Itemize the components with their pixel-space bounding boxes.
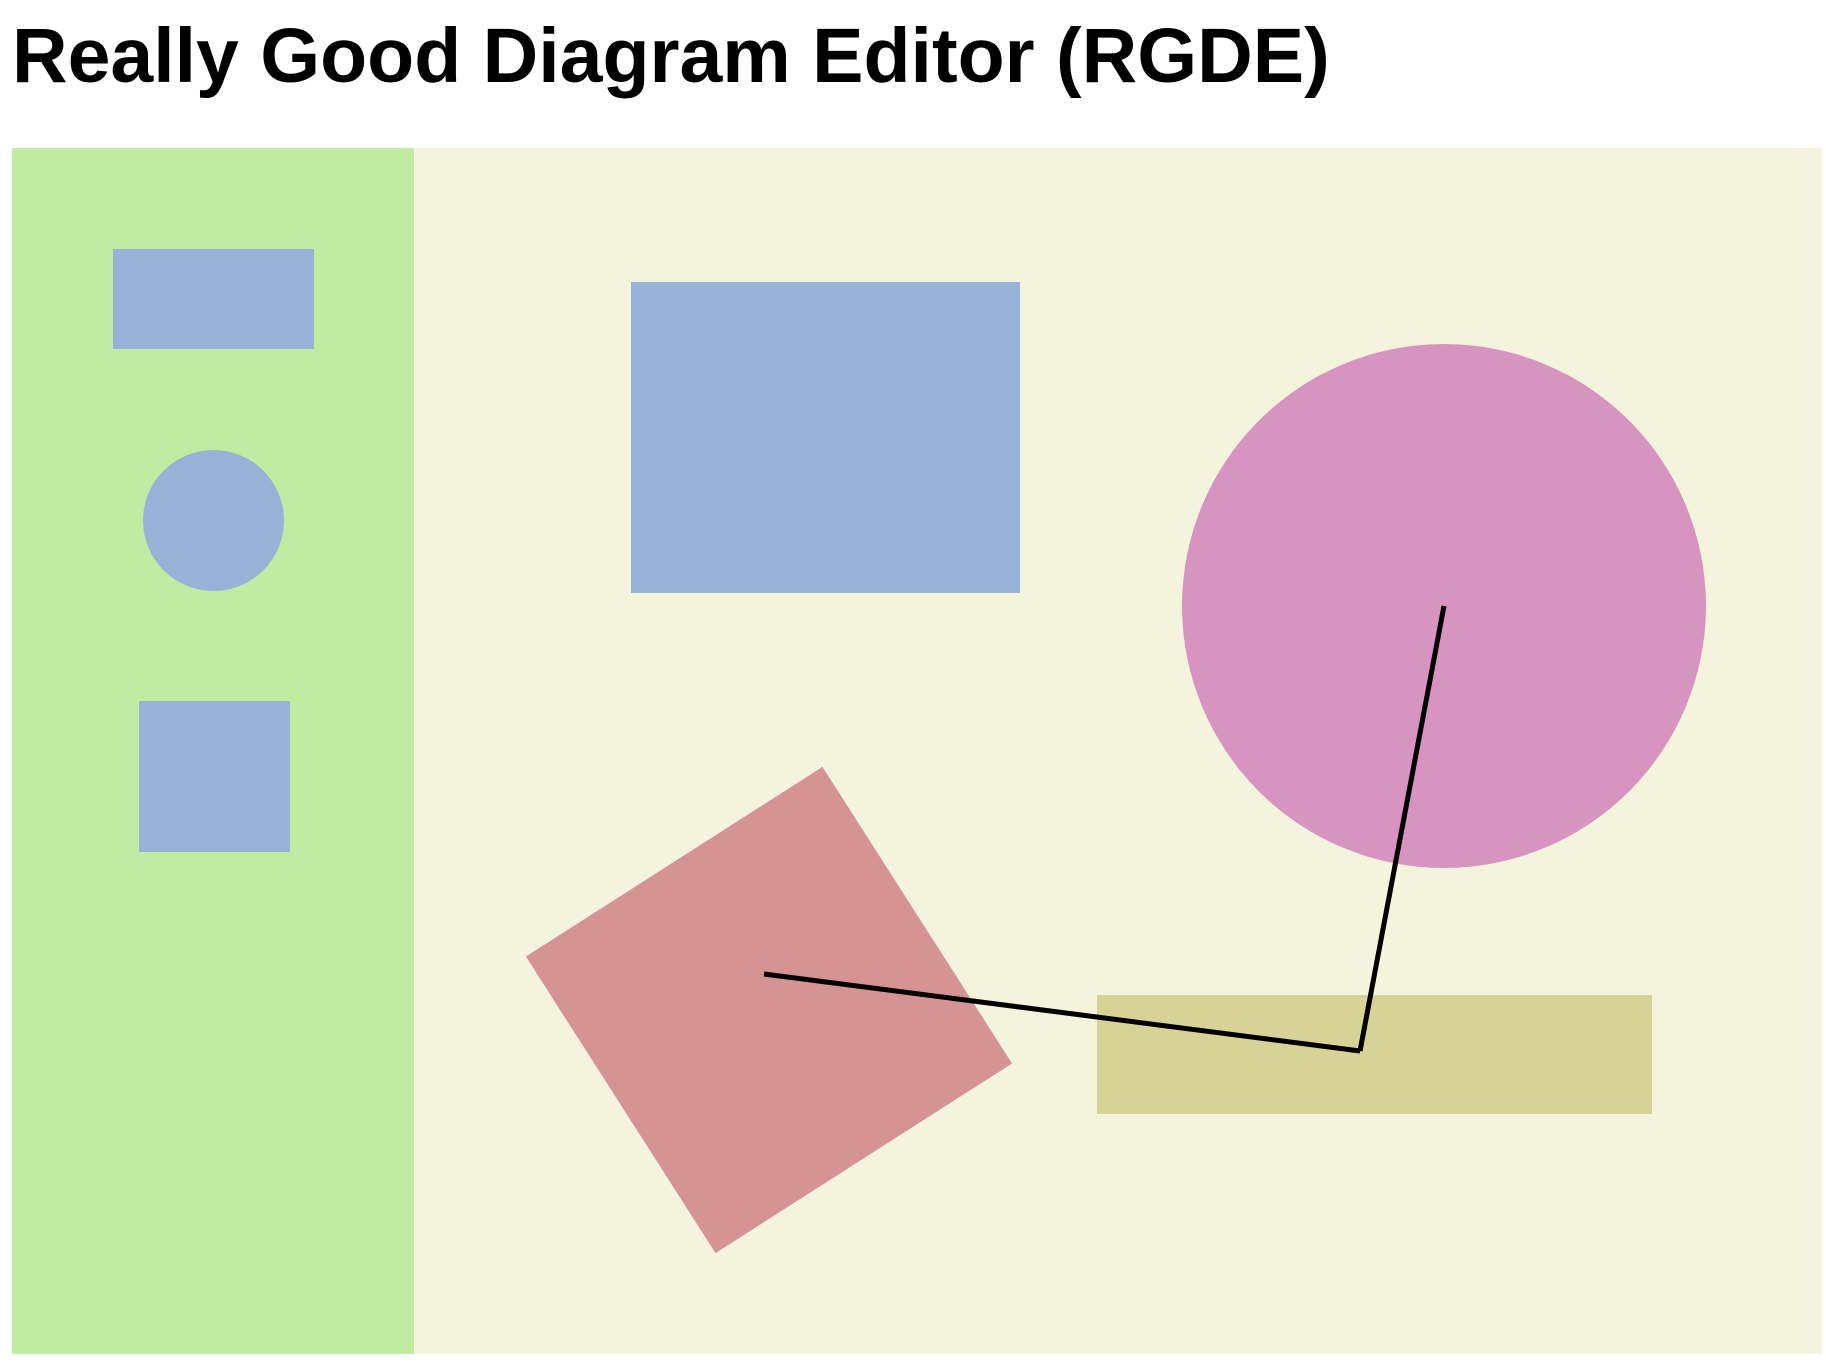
palette-square-tool[interactable] — [139, 701, 290, 852]
canvas-blue-rectangle[interactable] — [631, 282, 1020, 593]
connector-diamond-to-olive-rectangle[interactable] — [763, 971, 1361, 1054]
palette-circle-tool[interactable] — [143, 450, 284, 591]
connector-olive-rectangle-to-pink-circle[interactable] — [1357, 605, 1447, 1052]
shape-palette — [12, 148, 414, 1354]
connector-layer — [763, 605, 1447, 1054]
app-title: Really Good Diagram Editor (RGDE) — [12, 13, 1330, 99]
editor-workspace — [12, 148, 1822, 1354]
canvas-rose-rotated-square[interactable] — [525, 766, 1013, 1254]
palette-rectangle-tool[interactable] — [113, 249, 314, 349]
canvas-olive-rectangle[interactable] — [1097, 995, 1652, 1114]
diagram-canvas[interactable] — [414, 148, 1822, 1354]
